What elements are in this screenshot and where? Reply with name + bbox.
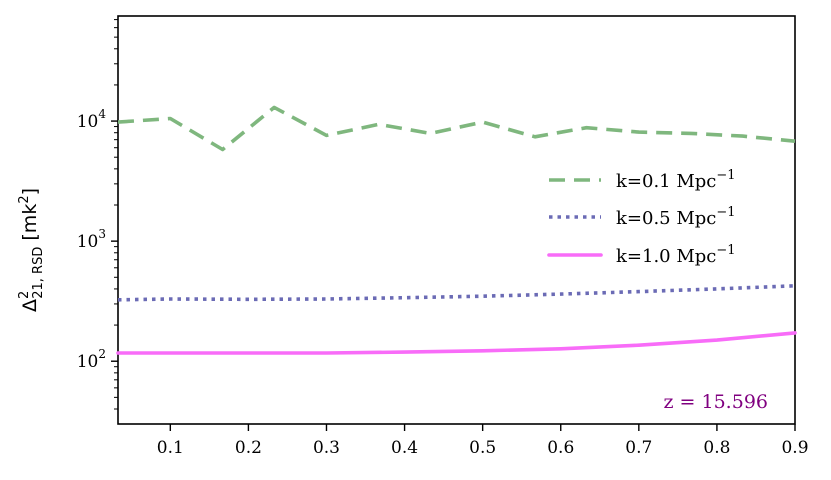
y-label-sub: 21, RSD	[31, 247, 46, 299]
plot-frame	[117, 15, 796, 425]
plot-area	[117, 15, 796, 425]
y-label-unit-close: ]	[19, 188, 41, 195]
x-tick-label: 0.3	[313, 438, 340, 458]
y-tick-base: 10	[77, 112, 99, 132]
legend-label-main: k=0.5 Mpc	[616, 208, 716, 229]
series-layer	[116, 105, 797, 355]
x-tick-label: 0.7	[625, 438, 652, 458]
x-tick-label: 0.2	[235, 438, 262, 458]
series-line-3	[116, 331, 797, 355]
legend-label-sup: −1	[716, 243, 735, 258]
legend-label-1: k=0.1 Mpc−1	[616, 168, 736, 192]
legend-label-2: k=0.5 Mpc−1	[616, 205, 736, 229]
redshift-annotation: z = 15.596	[664, 391, 769, 413]
x-tick-label: 0.9	[781, 438, 808, 458]
y-axis-label: Δ221, RSD [mk2]	[17, 188, 46, 312]
legend-label-main: k=1.0 Mpc	[616, 246, 716, 267]
y-tick-exponent: 3	[98, 227, 106, 241]
x-tick-label: 0.5	[469, 438, 496, 458]
legend-label-sup: −1	[716, 168, 735, 183]
legend-label-3: k=1.0 Mpc−1	[616, 243, 736, 267]
series-line-1	[117, 105, 796, 152]
legend: k=0.1 Mpc−1k=0.5 Mpc−1k=1.0 Mpc−1	[547, 168, 736, 267]
x-tick-label: 0.4	[391, 438, 418, 458]
y-tick-exponent: 4	[98, 107, 106, 121]
y-tick-label: 102	[77, 347, 106, 372]
y-label-unit-sup: 2	[17, 195, 32, 203]
x-tick-label: 0.6	[547, 438, 574, 458]
y-label-sup: 2	[17, 291, 32, 299]
y-tick-label: 104	[77, 107, 107, 132]
x-tick-label: 0.1	[157, 438, 184, 458]
x-axis: 0.1 0.2 0.3 0.4 0.5 0.6 0.7 0.8 0.9	[157, 424, 809, 458]
y-tick-base: 10	[77, 352, 99, 372]
y-label-base: Δ	[19, 299, 41, 312]
series-line-2	[117, 284, 796, 302]
y-tick-exponent: 2	[98, 347, 106, 361]
legend-label-sup: −1	[716, 205, 735, 220]
y-tick-label: 103	[77, 227, 106, 252]
x-tick-label: 0.8	[703, 438, 730, 458]
y-tick-base: 10	[77, 232, 99, 252]
y-label-unit-open: [mk	[19, 204, 41, 247]
legend-label-main: k=0.1 Mpc	[616, 171, 716, 192]
